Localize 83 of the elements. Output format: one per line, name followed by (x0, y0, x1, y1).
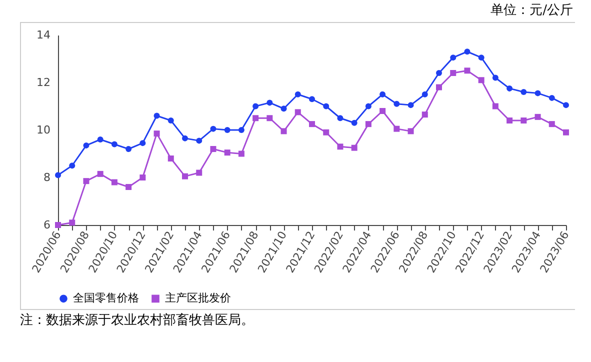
point (464, 48, 470, 55)
point (182, 173, 188, 180)
y-tick-label: 14 (36, 28, 50, 42)
point (351, 120, 358, 126)
point (394, 126, 400, 132)
point (534, 90, 541, 96)
point (182, 135, 188, 142)
point (337, 115, 344, 122)
legend-label: 全国零售价格 (73, 292, 139, 305)
y-tick-label: 10 (36, 124, 50, 136)
point (252, 103, 259, 110)
point (380, 108, 386, 114)
point (520, 118, 527, 124)
point (323, 129, 330, 136)
point (210, 146, 216, 152)
legend-label: 主产区批发价 (165, 292, 231, 305)
text: 注：数据来源于农业农村部畜牧兽医局。 (19, 312, 255, 330)
y-tick-label: 8 (44, 171, 50, 184)
point (168, 156, 174, 162)
point (83, 142, 90, 148)
text: 单位：元/公斤 (490, 2, 574, 20)
point (506, 85, 513, 92)
point (126, 184, 132, 190)
point (55, 172, 61, 178)
point (154, 112, 160, 119)
point (266, 100, 273, 106)
point (337, 144, 344, 150)
point (266, 115, 273, 122)
point (69, 220, 76, 226)
point (280, 106, 287, 112)
point (351, 144, 358, 151)
point (394, 100, 400, 107)
point (224, 127, 230, 133)
point (252, 115, 259, 122)
point (520, 89, 527, 95)
point (534, 114, 541, 120)
point (492, 74, 498, 81)
point (365, 103, 372, 110)
point (323, 103, 330, 110)
point (478, 77, 484, 84)
y-tick-label: 6 (44, 218, 50, 232)
point (140, 174, 146, 180)
point (309, 121, 315, 128)
point (365, 121, 372, 128)
point (478, 54, 484, 61)
point (154, 130, 160, 137)
point (168, 118, 174, 124)
point (238, 150, 244, 157)
point (294, 109, 301, 116)
point (309, 96, 315, 102)
point (548, 121, 555, 128)
point (97, 136, 104, 142)
point (450, 54, 456, 61)
point (436, 70, 442, 76)
point (196, 170, 202, 176)
point (83, 178, 90, 184)
point (294, 91, 301, 98)
point (492, 103, 498, 110)
point (436, 84, 442, 90)
point (563, 102, 569, 108)
point (422, 91, 428, 98)
point (450, 70, 456, 76)
point (196, 138, 202, 144)
point (563, 129, 569, 136)
point (97, 170, 104, 177)
y-tick-label: 12 (36, 76, 50, 89)
point (422, 112, 428, 118)
point (69, 162, 76, 169)
point (238, 127, 244, 133)
point (210, 126, 216, 132)
point (464, 68, 470, 74)
point (111, 141, 118, 148)
point (111, 179, 118, 186)
point (55, 222, 61, 228)
point (380, 91, 386, 98)
point (408, 102, 414, 108)
point (280, 128, 287, 134)
point (506, 118, 513, 124)
point (408, 128, 414, 134)
point (126, 146, 132, 152)
point (140, 140, 146, 146)
point (548, 94, 555, 101)
point (224, 150, 230, 156)
